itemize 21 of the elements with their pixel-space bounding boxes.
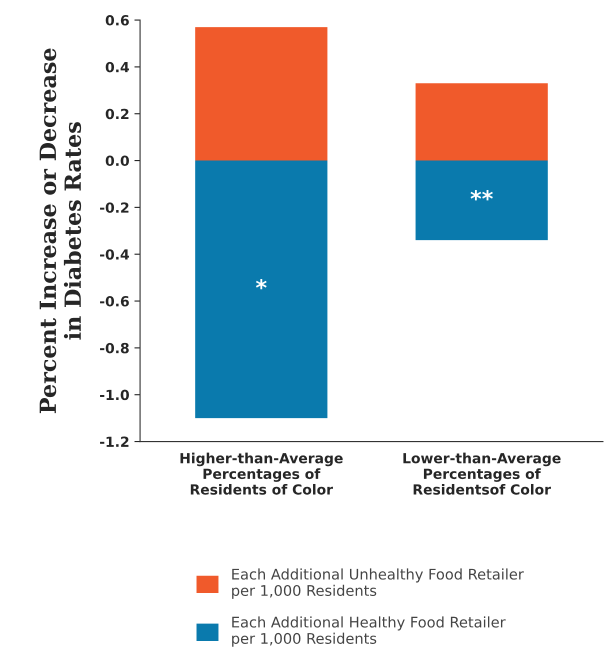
bar [195,27,328,161]
annotation: * [256,278,267,290]
bar [416,83,548,161]
y-tick-label: 0.0 [106,156,129,166]
x-tick-label: Lower-than-Average Percentages of Residentsof Color [403,452,561,495]
y-tick-label: 0.2 [106,108,128,120]
bar [195,160,328,418]
annotation: ** [470,190,493,200]
y-tick-label: -0.2 [100,202,128,213]
legend-label: Each Additional Unhealthy Food Retailer per 1,000 Residents [232,568,524,599]
legend-label: Each Additional Healthy Food Retailer per 1,000 Residents [232,616,506,647]
y-tick-label: 0.6 [106,15,129,26]
bar [416,160,548,240]
y-tick-label: -0.4 [100,249,130,260]
y-tick-label: -1.0 [100,390,129,400]
y-tick-label: -0.8 [100,342,129,354]
y-axis-title: Percent Increase or Decrease in Diabetes Rates [40,48,82,414]
y-tick-label: -1.2 [100,436,128,447]
x-tick-label: Higher-than-Average Percentages of Residents of Color [180,452,343,495]
y-tick-label: -0.6 [100,296,129,307]
y-tick-label: 0.4 [106,62,130,72]
